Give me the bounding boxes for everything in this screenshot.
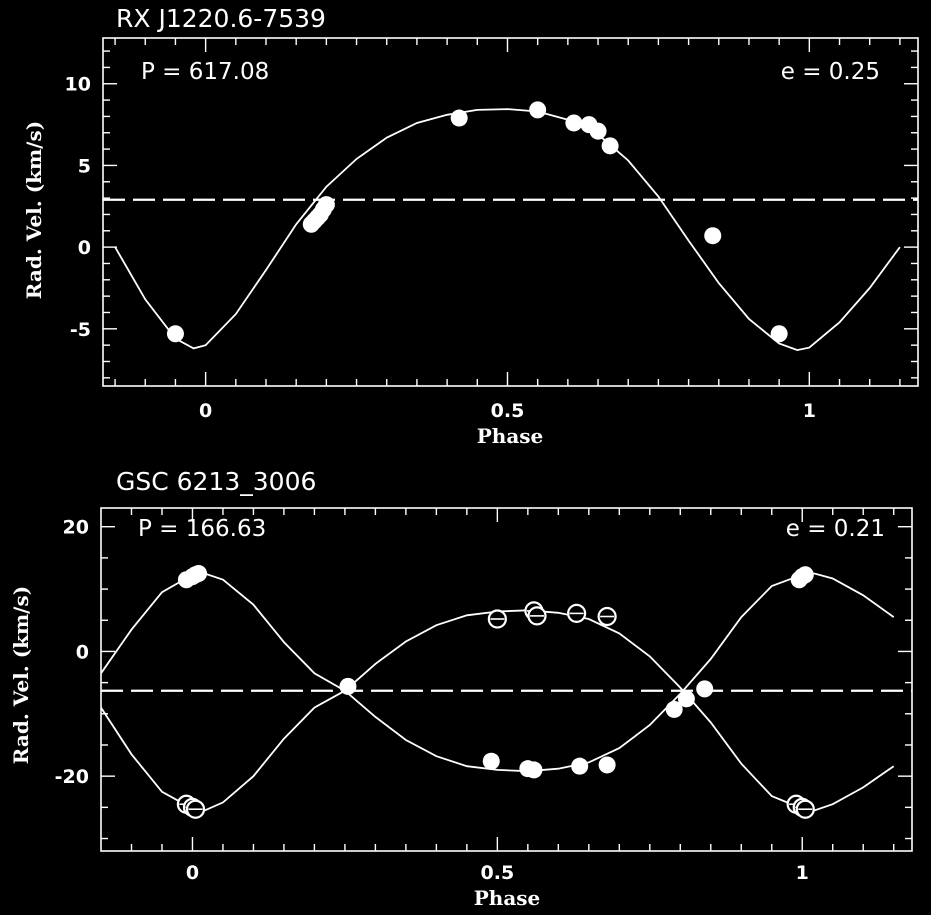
data-point	[529, 101, 547, 119]
eccentricity-label: e = 0.21	[786, 516, 885, 542]
y-tick-label: -20	[55, 766, 89, 788]
data-point	[166, 325, 184, 343]
y-axis-label: Rad. Vel. (km/s)	[22, 121, 46, 299]
y-axis-label: Rad. Vel. (km/s)	[9, 586, 33, 764]
x-tick-label: 1	[796, 862, 809, 884]
panel-gsc-6213: GSC 6213_3006 P = 166.63 e = 0.21 Phase …	[9, 467, 913, 910]
panel-title: RX J1220.6-7539	[116, 4, 326, 33]
data-point	[770, 325, 788, 343]
data-point	[601, 137, 619, 155]
y-tick-label: 0	[76, 641, 89, 663]
data-point	[796, 566, 814, 584]
plot-frame	[100, 507, 913, 852]
data-point	[525, 761, 543, 779]
x-tick-label: 0	[199, 400, 212, 422]
panel-rx-j1220: RX J1220.6-7539 P = 617.08 e = 0.25 Phas…	[22, 4, 919, 448]
y-tick-label: 20	[63, 517, 89, 539]
y-tick-label: 5	[78, 155, 91, 177]
data-point	[589, 122, 607, 140]
y-tick-label: -5	[70, 319, 91, 341]
x-axis-label: Phase	[477, 424, 544, 448]
data-point	[696, 680, 714, 698]
orbit-fit-curve	[114, 108, 901, 352]
data-point	[565, 114, 583, 132]
data-point	[598, 756, 616, 774]
orbit-fit-curve	[100, 609, 895, 812]
data-point	[665, 700, 683, 718]
data-point	[317, 196, 335, 214]
x-tick-label: 0	[186, 862, 199, 884]
data-point	[677, 690, 695, 708]
x-tick-label: 0.5	[491, 400, 525, 422]
y-tick-label: 10	[65, 74, 91, 96]
eccentricity-label: e = 0.25	[781, 59, 880, 85]
period-label: P = 617.08	[141, 59, 269, 85]
data-point	[450, 109, 468, 127]
plot-frame	[102, 37, 919, 387]
x-tick-label: 0.5	[481, 862, 515, 884]
period-label: P = 166.63	[138, 516, 266, 542]
data-point	[482, 752, 500, 770]
panel-title: GSC 6213_3006	[116, 467, 316, 496]
data-point	[190, 564, 208, 582]
x-axis-label: Phase	[474, 886, 541, 910]
data-point	[571, 757, 589, 775]
data-point	[704, 227, 722, 245]
orbit-fit-curve	[100, 572, 895, 773]
x-tick-label: 1	[803, 400, 816, 422]
data-point	[339, 677, 357, 695]
y-tick-label: 0	[78, 237, 91, 259]
